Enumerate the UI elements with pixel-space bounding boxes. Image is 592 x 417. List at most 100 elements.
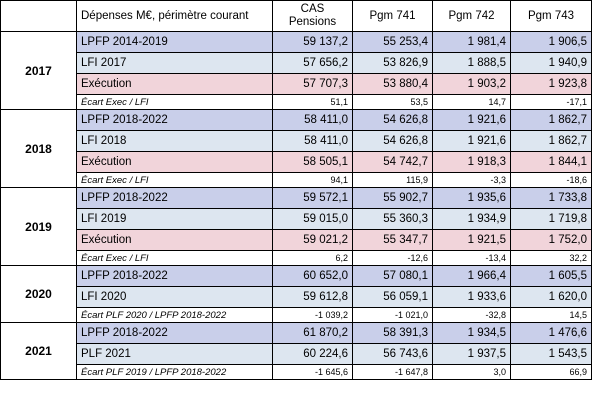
year-cell: 2017 xyxy=(0,31,77,110)
table-row: Écart Exec / LFI 6,2 -12,6 -13,4 32,2 xyxy=(1,250,592,266)
table-row: 2018 LPFP 2018-2022 58 411,0 54 626,8 1 … xyxy=(0,109,592,188)
row-label: Exécution xyxy=(76,151,273,173)
row-label: Exécution xyxy=(76,73,273,95)
value-pgm-743: 1 862,7 xyxy=(510,130,592,152)
value-pgm-741: 54 626,8 xyxy=(352,109,433,131)
header-corner xyxy=(0,0,77,32)
table-row: LFI 2019 59 015,0 55 360,3 1 934,9 1 719… xyxy=(1,208,592,230)
table-row: Écart PLF 2019 / LPFP 2018-2022 -1 645,6… xyxy=(1,364,592,380)
value-pgm-741: 56 059,1 xyxy=(352,286,433,308)
row-label: LPFP 2018-2022 xyxy=(76,187,273,209)
row-label: LFI 2018 xyxy=(76,130,273,152)
value-pgm-742: 1 921,6 xyxy=(432,130,511,152)
table-row: Exécution 58 505,1 54 742,7 1 918,3 1 84… xyxy=(1,151,592,173)
value-cas-pensions: 58 505,1 xyxy=(272,151,353,173)
value-pgm-742: 1 934,5 xyxy=(432,322,511,344)
table-row: Écart Exec / LFI 51,1 53,5 14,7 -17,1 xyxy=(1,94,592,110)
value-pgm-743: 1 940,9 xyxy=(510,52,592,74)
header-pgm-741: Pgm 741 xyxy=(352,0,433,32)
value-pgm-743: 1 923,8 xyxy=(510,73,592,95)
value-cas-pensions: 59 572,1 xyxy=(272,187,353,209)
value-pgm-741: 115,9 xyxy=(352,172,433,188)
value-cas-pensions: 60 224,6 xyxy=(272,343,353,365)
row-label: LPFP 2018-2022 xyxy=(76,109,273,131)
row-label: LPFP 2014-2019 xyxy=(76,31,273,53)
row-label: Écart PLF 2019 / LPFP 2018-2022 xyxy=(76,364,273,380)
value-cas-pensions: 60 652,0 xyxy=(272,265,353,287)
value-pgm-743: 1 752,0 xyxy=(510,229,592,251)
table-row: 2017 LPFP 2014-2019 59 137,2 55 253,4 1 … xyxy=(0,31,592,110)
header-pgm-742: Pgm 742 xyxy=(432,0,511,32)
value-cas-pensions: 61 870,2 xyxy=(272,322,353,344)
table-row: LFI 2020 59 612,8 56 059,1 1 933,6 1 620… xyxy=(1,286,592,308)
year-cell: 2021 xyxy=(0,322,77,380)
row-label: LFI 2019 xyxy=(76,208,273,230)
table-row: 2021 LPFP 2018-2022 61 870,2 58 391,3 1 … xyxy=(0,322,592,380)
row-label: Exécution xyxy=(76,229,273,251)
value-pgm-743: 32,2 xyxy=(510,250,592,266)
table-row: Écart Exec / LFI 94,1 115,9 -3,3 -18,6 xyxy=(1,172,592,188)
value-pgm-742: 1 937,5 xyxy=(432,343,511,365)
value-pgm-742: 1 934,9 xyxy=(432,208,511,230)
row-label: LFI 2017 xyxy=(76,52,273,74)
header-cas-line1: CAS xyxy=(300,3,325,15)
year-cell: 2020 xyxy=(0,265,77,323)
value-pgm-741: -1 021,0 xyxy=(352,307,433,323)
header-row: Dépenses M€, périmètre courant CAS Pensio… xyxy=(0,0,592,32)
value-pgm-741: 56 743,6 xyxy=(352,343,433,365)
row-label: Écart Exec / LFI xyxy=(76,172,273,188)
value-pgm-741: 53 880,4 xyxy=(352,73,433,95)
value-pgm-741: -12,6 xyxy=(352,250,433,266)
header-cas-line2: Pensions xyxy=(288,16,337,28)
value-pgm-741: 53 826,9 xyxy=(352,52,433,74)
value-cas-pensions: 6,2 xyxy=(272,250,353,266)
value-pgm-742: 3,0 xyxy=(432,364,511,380)
row-label: LPFP 2018-2022 xyxy=(76,322,273,344)
value-cas-pensions: -1 039,2 xyxy=(272,307,353,323)
year-cell: 2019 xyxy=(0,187,77,266)
value-cas-pensions: 59 137,2 xyxy=(272,31,353,53)
header-label: Dépenses M€, périmètre courant xyxy=(76,0,273,32)
value-pgm-741: 58 391,3 xyxy=(352,322,433,344)
table-row: Écart PLF 2020 / LPFP 2018-2022 -1 039,2… xyxy=(1,307,592,323)
row-label: Écart Exec / LFI xyxy=(76,94,273,110)
value-pgm-743: 1 844,1 xyxy=(510,151,592,173)
value-pgm-742: -13,4 xyxy=(432,250,511,266)
value-pgm-742: 1 966,4 xyxy=(432,265,511,287)
value-pgm-742: -3,3 xyxy=(432,172,511,188)
value-pgm-742: 1 933,6 xyxy=(432,286,511,308)
row-label: LPFP 2018-2022 xyxy=(76,265,273,287)
value-pgm-743: 1 906,5 xyxy=(510,31,592,53)
value-cas-pensions: 51,1 xyxy=(272,94,353,110)
value-pgm-743: 1 476,6 xyxy=(510,322,592,344)
table-row: PLF 2021 60 224,6 56 743,6 1 937,5 1 543… xyxy=(1,343,592,365)
value-cas-pensions: 57 707,3 xyxy=(272,73,353,95)
value-cas-pensions: 59 021,2 xyxy=(272,229,353,251)
table-row: 2019 LPFP 2018-2022 59 572,1 55 902,7 1 … xyxy=(0,187,592,266)
table-row: LFI 2017 57 656,2 53 826,9 1 888,5 1 940… xyxy=(1,52,592,74)
value-pgm-743: 14,5 xyxy=(510,307,592,323)
table-row: 2020 LPFP 2018-2022 60 652,0 57 080,1 1 … xyxy=(0,265,592,323)
year-cell: 2018 xyxy=(0,109,77,188)
value-cas-pensions: 58 411,0 xyxy=(272,109,353,131)
row-label: PLF 2021 xyxy=(76,343,273,365)
value-pgm-741: -1 647,8 xyxy=(352,364,433,380)
value-pgm-742: 1 888,5 xyxy=(432,52,511,74)
value-pgm-742: 14,7 xyxy=(432,94,511,110)
value-pgm-743: 1 543,5 xyxy=(510,343,592,365)
value-pgm-741: 57 080,1 xyxy=(352,265,433,287)
value-cas-pensions: 57 656,2 xyxy=(272,52,353,74)
value-pgm-742: 1 921,6 xyxy=(432,109,511,131)
row-label: Écart PLF 2020 / LPFP 2018-2022 xyxy=(76,307,273,323)
value-pgm-742: 1 935,6 xyxy=(432,187,511,209)
value-pgm-741: 55 360,3 xyxy=(352,208,433,230)
value-pgm-743: 1 719,8 xyxy=(510,208,592,230)
header-cas-pensions: CAS Pensions xyxy=(272,0,353,32)
value-pgm-743: 1 605,5 xyxy=(510,265,592,287)
value-pgm-743: 66,9 xyxy=(510,364,592,380)
table-row: Exécution 57 707,3 53 880,4 1 903,2 1 92… xyxy=(1,73,592,95)
value-cas-pensions: -1 645,6 xyxy=(272,364,353,380)
value-pgm-741: 54 626,8 xyxy=(352,130,433,152)
value-pgm-743: -18,6 xyxy=(510,172,592,188)
value-cas-pensions: 59 612,8 xyxy=(272,286,353,308)
